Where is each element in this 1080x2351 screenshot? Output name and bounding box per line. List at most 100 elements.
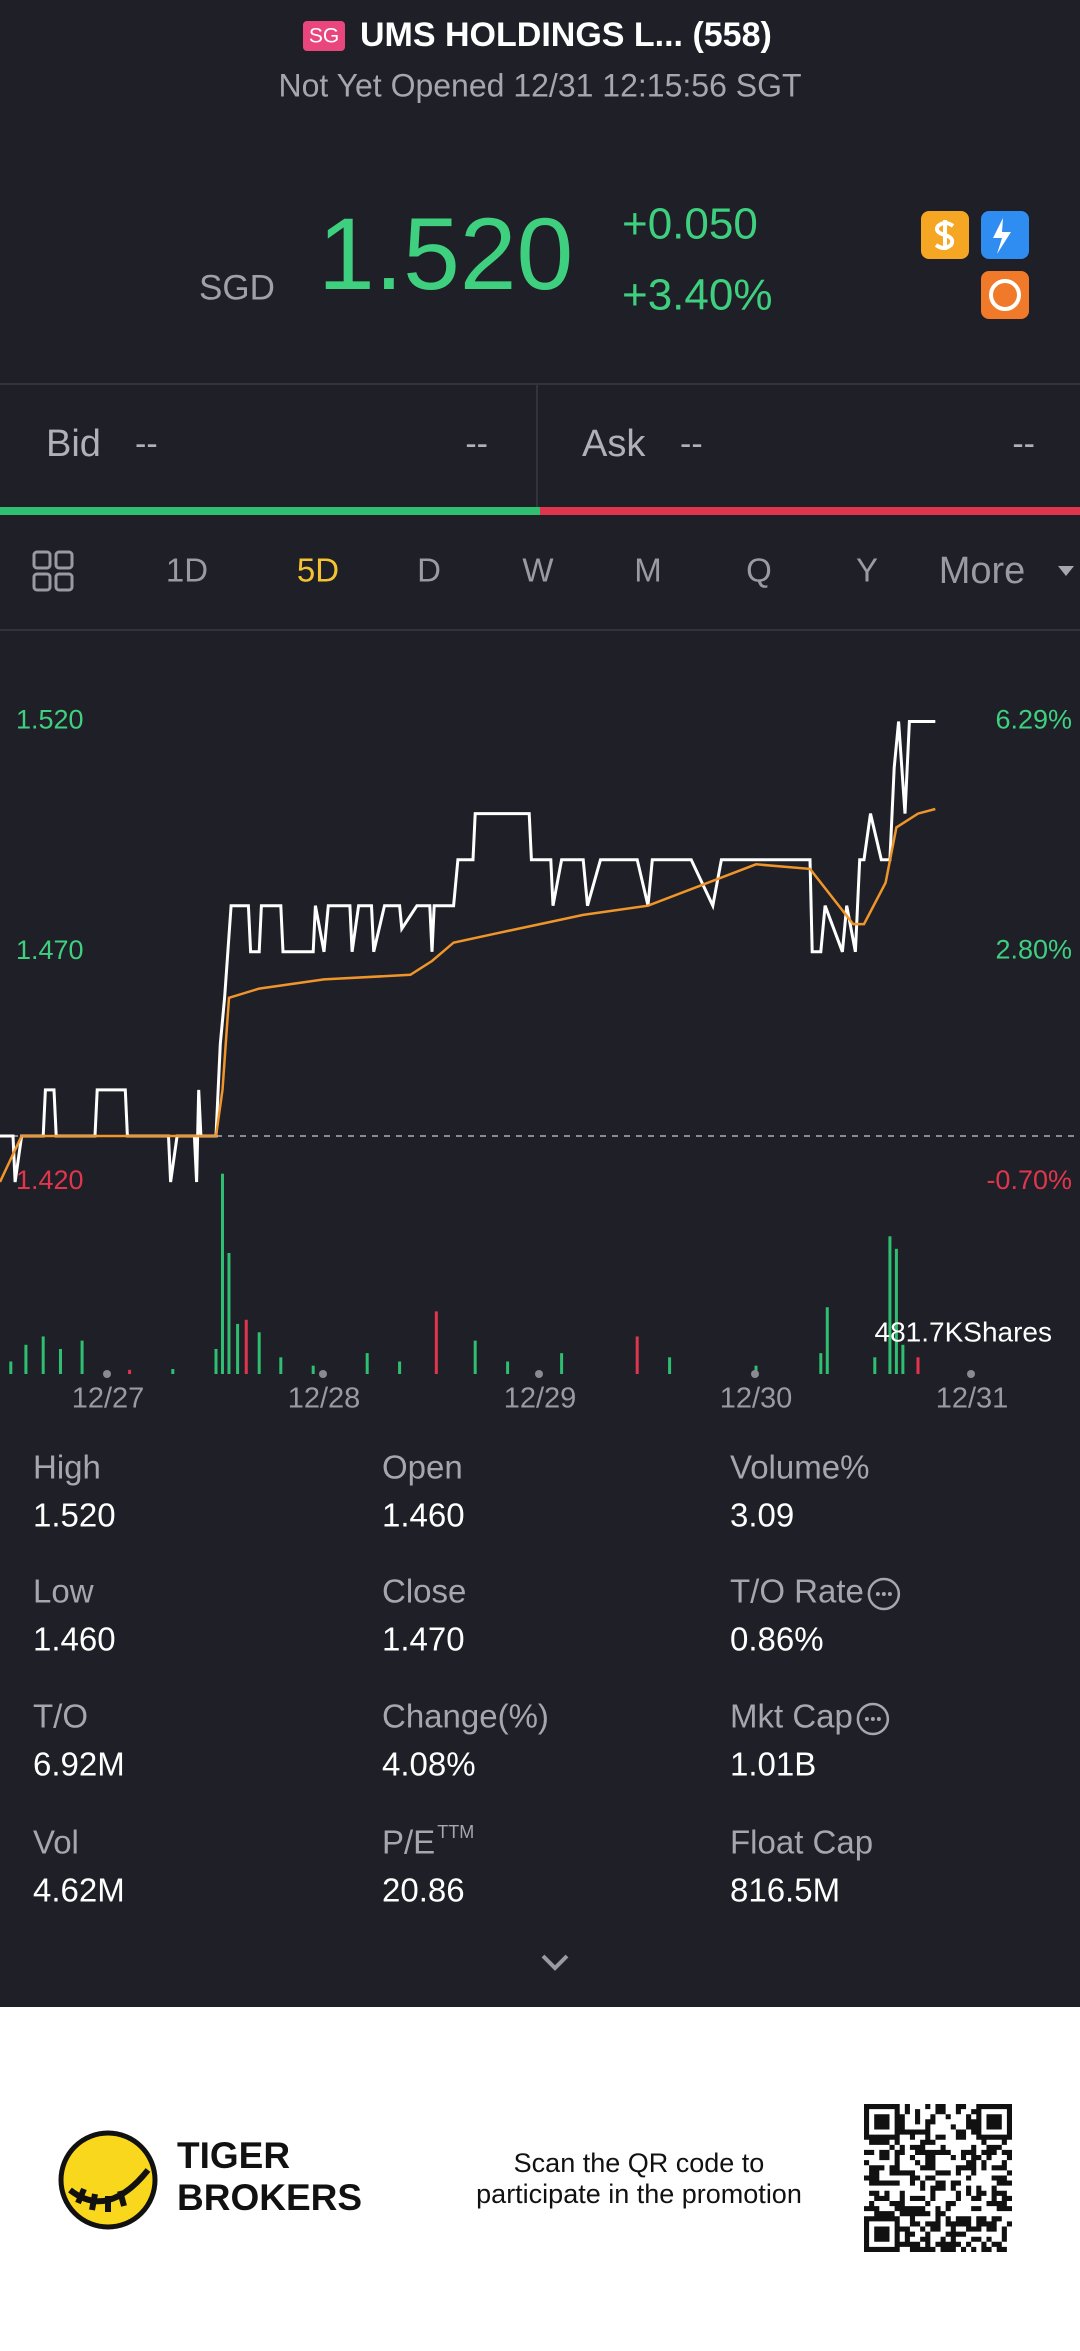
period-tab[interactable]: Y xyxy=(856,552,878,589)
stat-value: 1.520 xyxy=(33,1497,116,1534)
x-tick-dot xyxy=(751,1370,759,1378)
price-line xyxy=(0,720,936,1183)
ask-price: -- xyxy=(680,425,703,463)
y2-tick-label: 2.80% xyxy=(995,935,1072,965)
period-tab[interactable]: D xyxy=(417,552,441,589)
period-tab[interactable]: 1D xyxy=(166,552,208,589)
x-tick-label: 12/29 xyxy=(504,1383,577,1415)
logo xyxy=(58,2130,158,2230)
info-dot xyxy=(870,1717,875,1721)
volume-bar xyxy=(825,1307,829,1374)
background xyxy=(0,0,1080,2007)
volume-bar xyxy=(244,1319,248,1374)
info-dot xyxy=(875,1592,880,1596)
stat-label: T/O Rate xyxy=(730,1573,864,1610)
stat-label: T/O xyxy=(33,1698,88,1735)
period-tab[interactable]: M xyxy=(634,552,662,589)
x-tick-dot xyxy=(319,1370,327,1378)
volume-label: 481.7KShares xyxy=(875,1316,1052,1347)
stat-label: Close xyxy=(382,1573,466,1610)
stat-label: Vol xyxy=(33,1824,79,1861)
stock-name: UMS HOLDINGS L... (558) xyxy=(360,16,772,54)
volume-bar xyxy=(398,1361,402,1374)
info-icon[interactable] xyxy=(867,1577,901,1611)
qr-code xyxy=(864,2104,1012,2252)
volume-bar xyxy=(80,1340,84,1374)
y2-tick-label: -0.70% xyxy=(986,1165,1072,1195)
volume-bar xyxy=(279,1357,283,1374)
stat-value: 1.460 xyxy=(33,1621,116,1658)
price-change: +0.050 xyxy=(622,200,758,249)
market-badge xyxy=(303,21,345,51)
volume-bar xyxy=(873,1357,877,1374)
info-dot xyxy=(881,1592,886,1596)
volume-bar xyxy=(220,1173,224,1374)
stat-label: Mkt Cap xyxy=(730,1698,853,1735)
volume-bar xyxy=(41,1336,45,1374)
volume-bar xyxy=(58,1348,62,1374)
stat-value: 1.470 xyxy=(382,1621,465,1658)
ask-bar xyxy=(540,507,1080,515)
volume-bar xyxy=(901,1344,905,1374)
volume-bar xyxy=(560,1353,564,1374)
promo-text: Scan the QR code to xyxy=(514,2148,765,2178)
stat-value: 4.62M xyxy=(33,1872,125,1909)
x-tick-dot xyxy=(967,1370,975,1378)
currency: SGD xyxy=(199,268,275,307)
info-dot xyxy=(887,1592,892,1596)
y2-tick-label: 6.29% xyxy=(995,705,1072,735)
volume-bar xyxy=(311,1365,315,1374)
price-line xyxy=(0,807,936,1183)
volume-bar xyxy=(214,1348,218,1374)
market-status: Not Yet Opened 12/31 12:15:56 SGT xyxy=(278,67,801,103)
volume-bar xyxy=(916,1357,920,1374)
bid-label: Bid xyxy=(46,423,101,465)
icon[interactable] xyxy=(981,271,1029,319)
more-arrow[interactable] xyxy=(1058,566,1074,576)
stat-label-sup: TTM xyxy=(437,1822,474,1842)
volume-bar xyxy=(635,1336,639,1374)
stat-label: High xyxy=(33,1449,101,1486)
stat-label: Low xyxy=(33,1573,94,1610)
volume-bar xyxy=(754,1365,758,1374)
price-change-pct: +3.40% xyxy=(622,271,772,320)
period-tab[interactable]: More xyxy=(939,550,1026,592)
y-tick-label: 1.470 xyxy=(16,935,84,965)
feature-icons xyxy=(921,211,1029,319)
period-tab[interactable]: W xyxy=(522,552,554,589)
ask-size: -- xyxy=(1012,425,1035,463)
period-tab[interactable]: Q xyxy=(746,552,772,589)
expand-chevron[interactable] xyxy=(541,1954,569,1971)
layout-icon[interactable] xyxy=(32,550,74,592)
brand-line: TIGER xyxy=(177,2135,290,2176)
price: 1.520 xyxy=(318,197,573,311)
x-tick-label: 12/28 xyxy=(288,1383,361,1415)
period-tab[interactable]: 5D xyxy=(297,552,339,589)
volume-bar xyxy=(171,1368,175,1374)
info-icon[interactable] xyxy=(856,1702,890,1736)
bid-price: -- xyxy=(135,425,158,463)
stat-label: Float Cap xyxy=(730,1824,873,1861)
footer-background xyxy=(0,2007,1080,2351)
volume-bar xyxy=(24,1344,28,1374)
volume-bar xyxy=(434,1311,438,1374)
volume-bar xyxy=(473,1340,477,1374)
promo-text: participate in the promotion xyxy=(476,2179,802,2209)
volume-bar xyxy=(257,1332,261,1374)
volume-bar xyxy=(9,1361,13,1374)
volume-bar xyxy=(819,1353,823,1374)
stat-value: 3.09 xyxy=(730,1497,794,1534)
stat-label: Open xyxy=(382,1449,463,1486)
stat-value: 6.92M xyxy=(33,1746,125,1783)
stat-value: 1.01B xyxy=(730,1746,816,1783)
period-tabs: 1D 5D D W M Q Y More xyxy=(166,550,1025,592)
volume-bar xyxy=(236,1323,240,1374)
ask-label: Ask xyxy=(582,423,646,465)
stat-label: Volume% xyxy=(730,1449,869,1486)
market-badge-text: SG xyxy=(309,25,339,48)
stat-label: Change(%) xyxy=(382,1698,549,1735)
stat-value: 1.460 xyxy=(382,1497,465,1534)
y-tick-label: 1.520 xyxy=(16,705,84,735)
bid-bar xyxy=(0,507,540,515)
